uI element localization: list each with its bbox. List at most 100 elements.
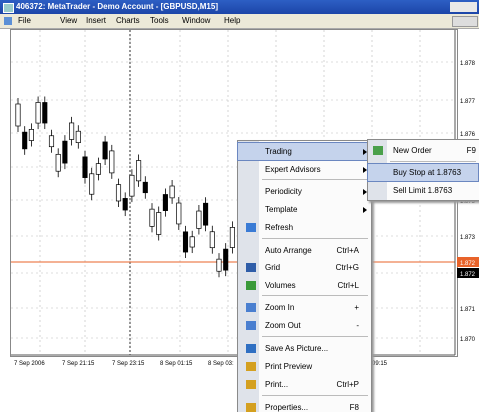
menu-item[interactable]: Buy Stop at 1.8763 — [367, 163, 479, 182]
candle-body — [82, 156, 88, 178]
menu-label: Volumes — [265, 281, 296, 290]
menu-item[interactable]: File — [18, 16, 31, 25]
window-buttons[interactable] — [450, 2, 477, 12]
menu-shortcut: F9 — [466, 146, 476, 155]
menu-label: Expert Advisors — [265, 165, 321, 174]
menu-item[interactable]: Zoom Out - — [238, 317, 371, 334]
menu-bar: File View Insert Charts Tools Window Help — [0, 14, 479, 29]
candle-body — [95, 163, 101, 175]
candle-body — [182, 231, 189, 253]
menu-label: Zoom In — [265, 303, 295, 312]
menu-item[interactable]: New Order F9 — [368, 142, 478, 159]
submenu-arrow — [363, 149, 367, 155]
candle-body — [223, 248, 229, 271]
price-label: 1.870 — [460, 337, 476, 343]
menu-icon — [246, 281, 256, 290]
menu-item[interactable]: Insert — [86, 16, 107, 25]
menu-label: Print... — [265, 380, 289, 389]
price-marker — [457, 268, 479, 278]
candle-body — [89, 173, 95, 195]
candle-body — [55, 153, 61, 172]
candle-body — [109, 150, 115, 174]
candle-body — [209, 231, 215, 249]
menu-shortcut: Ctrl+G — [335, 263, 359, 272]
menu-item[interactable]: Trading — [237, 142, 372, 161]
price-label: 1.878 — [460, 61, 476, 67]
menu-label: Sell Limit 1.8763 — [393, 186, 453, 195]
candle-body — [42, 102, 48, 124]
menu-icon — [246, 321, 256, 330]
candle-body — [115, 184, 122, 202]
menu-shortcut: + — [354, 303, 359, 312]
candle-body — [48, 135, 55, 148]
menu-item[interactable]: Charts — [116, 16, 140, 25]
menu-shortcut: F8 — [349, 403, 359, 412]
context-menu: Trading Expert Advisors Periodicity Templat… — [237, 140, 372, 412]
menu-item[interactable]: Auto Arrange Ctrl+A — [238, 242, 371, 259]
menu-icon — [246, 303, 256, 312]
menu-label: Auto Arrange — [265, 246, 312, 255]
price-label: 1.875 — [460, 199, 476, 205]
candle-body — [15, 103, 21, 127]
candle-body — [129, 174, 135, 197]
candle-body — [35, 102, 41, 124]
menu-label: Template — [265, 205, 298, 214]
price-label: 1.876 — [460, 132, 476, 138]
menu-item[interactable]: Properties... F8 — [238, 399, 371, 412]
menu-item[interactable]: Refresh — [238, 219, 371, 236]
menu-icon — [246, 223, 256, 232]
menu-item[interactable]: Expert Advisors — [238, 161, 371, 178]
menu-item[interactable]: Volumes Ctrl+L — [238, 277, 371, 294]
menu-shortcut: - — [356, 321, 359, 330]
menu-item[interactable]: Print... Ctrl+P — [238, 376, 371, 393]
time-label: 7 Sep 23:15 — [112, 361, 145, 367]
app-icon — [3, 3, 14, 13]
candle-body — [176, 202, 182, 225]
menu-icon — [246, 403, 256, 412]
menu-item[interactable]: Sell Limit 1.8763 — [368, 182, 478, 199]
menu-item[interactable]: Print Preview — [238, 358, 371, 375]
candle-body — [75, 130, 81, 143]
menu-separator — [262, 395, 368, 396]
menu-item[interactable]: Window — [182, 16, 211, 25]
menu-label: Trading — [265, 147, 292, 156]
menu-item[interactable]: Tools — [150, 16, 169, 25]
menu-separator — [262, 336, 368, 337]
menu-shortcut: Ctrl+A — [336, 246, 359, 255]
candle-body — [203, 202, 209, 226]
menu-item[interactable]: Help — [224, 16, 241, 25]
menu-label: Periodicity — [265, 187, 302, 196]
candle-body — [136, 160, 142, 182]
menu-icon — [246, 380, 256, 389]
menu-label: Print Preview — [265, 362, 313, 371]
candle-body — [28, 129, 34, 141]
title-bar: 406372: MetaTrader - Demo Account - [GBP… — [0, 0, 479, 14]
price-label: 1.877 — [460, 99, 476, 105]
menu-item[interactable]: Save As Picture... — [238, 340, 371, 357]
menu-label: Grid — [265, 263, 281, 272]
price-marker — [457, 257, 479, 267]
menu-item[interactable]: Periodicity — [238, 183, 371, 200]
menu-label: Zoom Out — [265, 321, 301, 330]
menu-item[interactable]: Template — [238, 201, 371, 218]
menu-separator — [390, 161, 476, 162]
menu-shortcut: Ctrl+P — [336, 380, 359, 389]
price-label: 1.872 — [460, 261, 476, 267]
menu-item[interactable]: View — [60, 16, 78, 25]
candle-body — [229, 227, 235, 248]
time-label: 8 Sep 03: — [208, 361, 234, 367]
menu-label: Properties... — [265, 403, 309, 412]
menu-label: Save As Picture... — [265, 344, 329, 353]
doc-buttons[interactable] — [452, 16, 478, 27]
candle-body — [149, 208, 155, 227]
menu-icon — [246, 263, 256, 272]
menu-label: Refresh — [265, 223, 294, 232]
candle-body — [69, 122, 75, 140]
menu-item[interactable]: Grid Ctrl+G — [238, 259, 371, 276]
menu-label: New Order — [393, 146, 432, 155]
price-label: 1.871 — [460, 307, 476, 313]
menu-item[interactable]: Zoom In + — [238, 299, 371, 316]
candle-body — [102, 141, 108, 160]
candle-body — [122, 198, 128, 211]
